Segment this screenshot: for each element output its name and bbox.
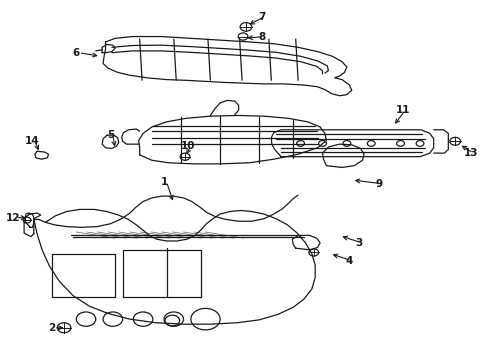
Text: 12: 12 bbox=[6, 213, 20, 222]
Text: 3: 3 bbox=[355, 238, 362, 248]
Text: 6: 6 bbox=[73, 48, 80, 58]
Text: 11: 11 bbox=[395, 105, 409, 115]
Text: 14: 14 bbox=[25, 136, 40, 145]
Text: 5: 5 bbox=[106, 130, 114, 140]
Text: 13: 13 bbox=[463, 148, 478, 158]
Text: 9: 9 bbox=[374, 179, 382, 189]
Text: 7: 7 bbox=[257, 12, 264, 22]
Text: 10: 10 bbox=[181, 141, 195, 151]
Text: 8: 8 bbox=[257, 32, 264, 41]
Text: 4: 4 bbox=[345, 256, 352, 266]
Text: 1: 1 bbox=[160, 177, 167, 187]
Text: 2: 2 bbox=[48, 323, 56, 333]
